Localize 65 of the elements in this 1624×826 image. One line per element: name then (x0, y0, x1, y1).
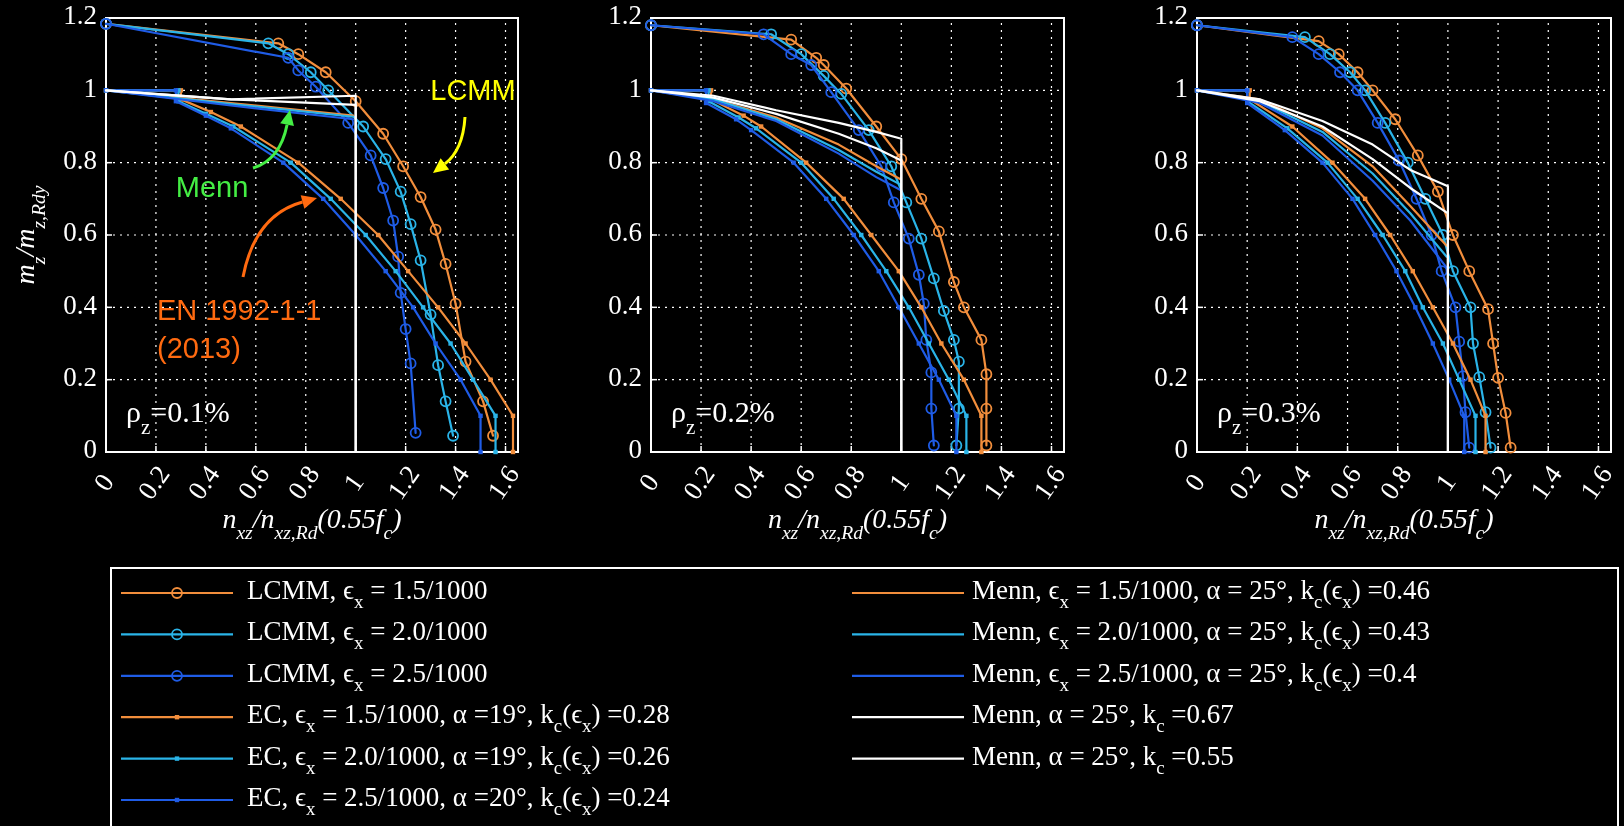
annotation: EN 1992-1-1 (2013) (157, 294, 322, 364)
legend-label: Menn, α = 25°, k$_{c}$ =0.67 (972, 699, 1234, 737)
x-tick-label: 0.4 (726, 459, 772, 505)
x-tick-label: 1.6 (481, 459, 526, 505)
x-tick-label: 1 (337, 468, 370, 497)
legend-label: Menn, ϵ$_{x}$ = 1.5/1000, α = 25°, k$_{c}$(ϵ$_{x}$) =0.46 (972, 575, 1431, 612)
x-tick-label: 0.2 (131, 459, 176, 505)
x-tick-label: 0.2 (1222, 459, 1267, 505)
legend-label: Menn, ϵ$_{x}$ = 2.0/1000, α = 25°, k$_{c}$(ϵ$_{x}$) =0.43 (972, 616, 1431, 654)
x-tick-label: 0.8 (281, 459, 326, 505)
x-tick-label: 0.6 (1323, 459, 1368, 505)
x-tick-label: 1.6 (1027, 459, 1072, 505)
y-tick-label: 0.6 (1154, 217, 1188, 248)
x-tick-label: 1 (1429, 468, 1462, 497)
y-tick-label: 0.2 (1154, 361, 1188, 392)
y-tick-label: 1 (628, 72, 642, 103)
x-tick-label: 1.4 (977, 459, 1022, 505)
annotation: ρ$_{z}$=0.2% (671, 395, 775, 439)
y-tick-label: 1 (1174, 72, 1188, 103)
legend-label: Menn, ϵ$_{x}$ = 2.5/1000, α = 25°, k$_{c}$(ϵ$_{x}$) =0.4 (972, 658, 1418, 695)
x-tick-label: 0.4 (1273, 459, 1318, 505)
y-tick-label: 0.8 (63, 144, 97, 175)
annotation: ρ$_{z}$=0.3% (1217, 395, 1321, 439)
legend-label: EC, ϵ$_{x}$ = 1.5/1000, α =19°, k$_{c}$(ϵ$_{x}$) =0.28 (247, 699, 670, 737)
y-tick-label: 0.2 (608, 361, 642, 392)
x-axis-title: n$_{xz}$/n$_{xz,Rd}$(0.55f$_{c}$) (767, 503, 948, 543)
y-tick-label: 0.4 (608, 289, 643, 320)
x-tick-label: 1 (882, 468, 916, 497)
legend-label: LCMM, ϵ$_{x}$ = 2.0/1000 (247, 616, 488, 654)
legend-label: EC, ϵ$_{x}$ = 2.0/1000, α =19°, k$_{c}$(ϵ$_{x}$) =0.26 (247, 740, 670, 778)
x-tick-label: 0.4 (181, 459, 226, 505)
x-axis-title: n$_{xz}$/n$_{xz,Rd}$(0.55f$_{c}$) (1314, 503, 1494, 543)
x-tick-label: 0.8 (1373, 459, 1418, 505)
y-tick-label: 1.2 (608, 0, 642, 31)
y-tick-label: 0 (1174, 434, 1188, 465)
legend-label: EC, ϵ$_{x}$ = 2.5/1000, α =20°, k$_{c}$(ϵ$_{x}$) =0.24 (247, 782, 671, 819)
x-tick-label: 0.2 (676, 459, 721, 505)
y-tick-label: 0.6 (608, 217, 642, 248)
x-tick-label: 1.2 (1473, 459, 1518, 505)
y-tick-label: 0.8 (608, 144, 642, 175)
x-tick-label: 1.2 (927, 459, 972, 505)
annotation: ρ$_{z}$=0.1% (126, 395, 230, 439)
legend-label: LCMM, ϵ$_{x}$ = 2.5/1000 (247, 658, 488, 695)
x-tick-label: 1.4 (1524, 459, 1569, 505)
x-axis-title: n$_{xz}$/n$_{xz,Rd}$(0.55f$_{c}$) (222, 503, 402, 543)
y-tick-label: 0 (628, 434, 642, 465)
x-tick-label: 1.6 (1574, 459, 1619, 505)
x-tick-label: 0.6 (776, 459, 821, 505)
y-tick-label: 0 (83, 434, 97, 465)
x-tick-label: 0.6 (231, 459, 276, 505)
annotation: Menn (175, 171, 249, 203)
y-tick-label: 1.2 (63, 0, 97, 31)
x-tick-label: 1.2 (381, 459, 426, 505)
y-tick-label: 0.4 (63, 289, 98, 320)
y-tick-label: 0.8 (1154, 144, 1188, 175)
legend-label: Menn, α = 25°, k$_{c}$ =0.55 (972, 740, 1234, 778)
y-tick-label: 1.2 (1154, 0, 1188, 31)
x-tick-label: 0.8 (826, 459, 871, 505)
legend-label: LCMM, ϵ$_{x}$ = 1.5/1000 (247, 575, 488, 612)
y-tick-label: 0.2 (63, 361, 97, 392)
y-tick-label: 1 (83, 72, 97, 103)
annotation: LCMM (430, 74, 516, 106)
x-tick-label: 1.4 (431, 459, 476, 505)
y-tick-label: 0.4 (1154, 289, 1189, 320)
y-tick-label: 0.6 (63, 217, 97, 248)
